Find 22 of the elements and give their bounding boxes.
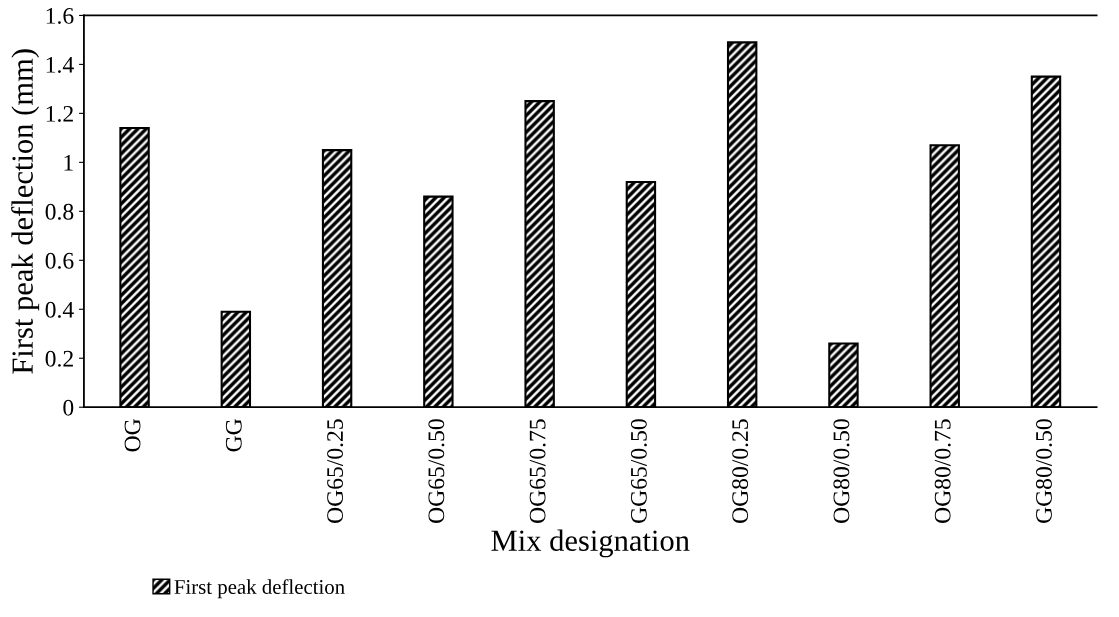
y-tick-label: 1 bbox=[64, 154, 73, 171]
x-tick-label: OG80/0.50 bbox=[833, 419, 850, 523]
y-tick-label: 1.4 bbox=[46, 57, 74, 73]
y-tick-label: 0.6 bbox=[45, 252, 74, 269]
x-tick-label: OG80/0.25 bbox=[732, 419, 749, 523]
x-axis-title: Mix designation bbox=[491, 529, 690, 558]
y-tick-label: 1.2 bbox=[46, 105, 73, 122]
x-tick-label: OG65/0.50 bbox=[428, 419, 445, 523]
y-axis-title: First peak deflection (mm) bbox=[11, 49, 40, 374]
y-tick-label: 0.8 bbox=[45, 203, 74, 220]
x-tick-label: OG65/0.25 bbox=[327, 419, 344, 523]
y-tick-label: 0 bbox=[63, 399, 74, 416]
x-tick-label: GG bbox=[225, 419, 242, 452]
y-tick-label: 0.2 bbox=[45, 350, 73, 367]
x-tick-label: OG bbox=[124, 419, 141, 452]
y-tick-label: 1.6 bbox=[46, 7, 74, 24]
x-tick-label: GG65/0.50 bbox=[630, 419, 647, 523]
x-tick-label: OG65/0.75 bbox=[529, 419, 546, 523]
y-tick-label: 0.4 bbox=[45, 301, 74, 318]
x-tick-label: GG80/0.50 bbox=[1035, 419, 1052, 523]
legend-label: First peak deflection bbox=[174, 579, 345, 599]
x-tick-label: OG80/0.75 bbox=[934, 419, 951, 523]
